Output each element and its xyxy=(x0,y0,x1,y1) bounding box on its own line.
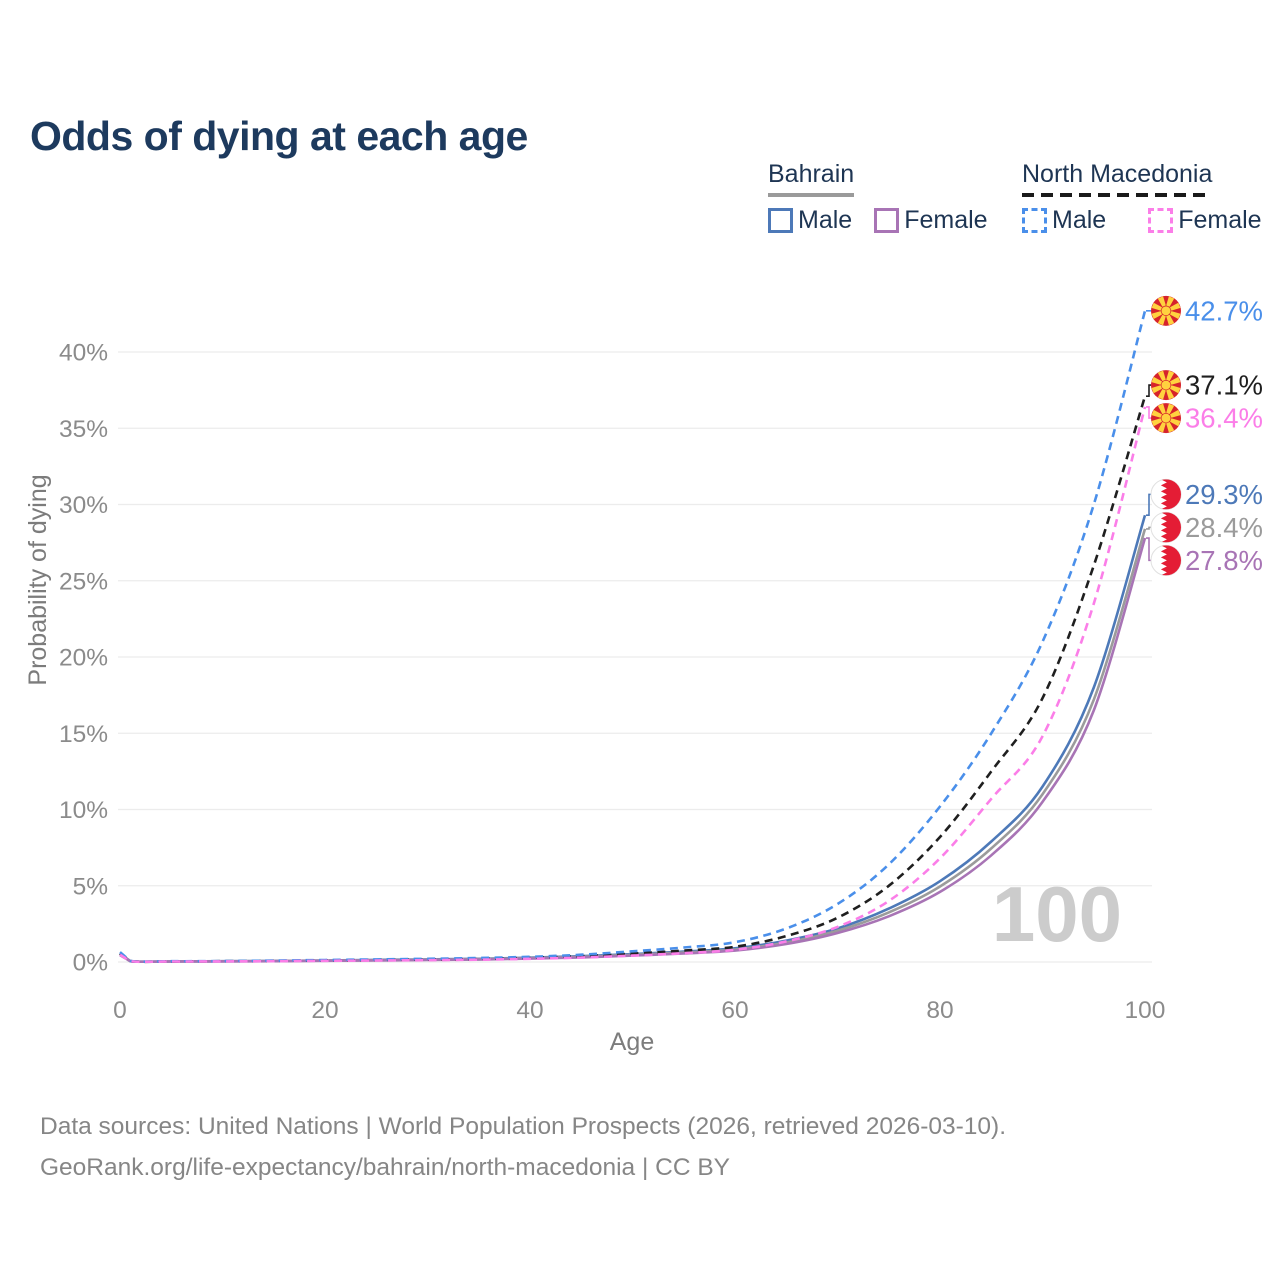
y-tick-label: 10% xyxy=(59,797,108,824)
legend-group-bahrain: Bahrain Male Female xyxy=(768,160,988,235)
north-macedonia-flag-icon xyxy=(1151,403,1181,434)
legend-country-label: North Macedonia xyxy=(1022,160,1213,188)
y-tick-label: 25% xyxy=(59,568,108,595)
y-tick-label: 30% xyxy=(59,492,108,519)
chart-canvas[interactable]: 0% 5% 10% 15% 20% 25% 30% 35% 40% 0 20 40 60 80 100 Age… xyxy=(0,0,1280,1080)
label-leader-line xyxy=(1146,526,1151,530)
end-value-label-north-macedonia-male: 42.7% xyxy=(1185,295,1263,326)
legend-country-underline-dashed xyxy=(1022,193,1213,197)
label-leader-line xyxy=(1146,493,1151,516)
label-leader-line xyxy=(1146,537,1151,562)
y-tick-label: 40% xyxy=(59,340,108,367)
end-value-label-north-macedonia-both-sexes: 37.1% xyxy=(1185,370,1263,401)
north-macedonia-flag-icon xyxy=(1151,295,1181,326)
bahrain-flag-icon xyxy=(1150,478,1182,510)
north-macedonia-flag-icon xyxy=(1151,370,1181,401)
legend-item-north-macedonia-female[interactable]: Female xyxy=(1148,206,1262,235)
y-tick-label: 15% xyxy=(59,721,108,748)
data-source-note: Data sources: United Nations | World Pop… xyxy=(40,1106,1006,1188)
legend-item-label: Female xyxy=(1178,206,1262,234)
x-axis-title: Age xyxy=(610,1028,654,1056)
legend-item-label: Male xyxy=(1052,206,1107,234)
x-tick-label: 100 xyxy=(1125,997,1166,1024)
series-line-north-macedonia-female[interactable] xyxy=(119,406,1147,964)
footer-line-1: Data sources: United Nations | World Pop… xyxy=(40,1113,1007,1140)
line-style-swatch xyxy=(768,208,793,233)
y-tick-label: 35% xyxy=(59,416,108,443)
legend-item-north-macedonia-male[interactable]: Male xyxy=(1022,206,1106,235)
end-value-label-bahrain-male: 29.3% xyxy=(1185,479,1263,510)
end-value-label-bahrain-female: 27.8% xyxy=(1185,545,1263,576)
x-tick-label: 60 xyxy=(721,997,748,1024)
legend-item-label: Female xyxy=(904,206,988,234)
label-leader-line xyxy=(1146,406,1151,419)
series-line-north-macedonia-male[interactable] xyxy=(119,310,1147,964)
legend-country-north-macedonia: North Macedonia xyxy=(1022,160,1213,197)
bahrain-flag-icon xyxy=(1150,511,1182,543)
y-tick-label: 0% xyxy=(73,950,108,977)
x-tick-label: 0 xyxy=(113,997,127,1024)
footer-line-2: GeoRank.org/life-expectancy/bahrain/nort… xyxy=(40,1154,730,1181)
end-value-label-bahrain-both-sexes: 28.4% xyxy=(1185,512,1263,543)
x-tick-label: 40 xyxy=(516,997,543,1024)
end-value-label-north-macedonia-female: 36.4% xyxy=(1185,403,1263,434)
x-tick-label: 80 xyxy=(926,997,953,1024)
legend-country-bahrain: Bahrain xyxy=(768,160,855,197)
legend-country-label: Bahrain xyxy=(768,160,855,188)
age-watermark: 100 xyxy=(992,870,1122,958)
line-style-swatch xyxy=(1022,208,1047,233)
x-tick-label: 20 xyxy=(311,997,338,1024)
bahrain-flag-icon xyxy=(1150,544,1182,576)
legend-item-bahrain-male[interactable]: Male xyxy=(768,206,852,235)
page-title: Odds of dying at each age xyxy=(30,113,528,160)
y-tick-label: 20% xyxy=(59,645,108,672)
line-style-swatch xyxy=(874,208,900,233)
y-axis-title: Probability of dying xyxy=(24,474,52,685)
line-style-swatch xyxy=(1148,208,1174,233)
label-leader-line xyxy=(1146,384,1151,398)
legend-country-underline-solid xyxy=(768,193,855,197)
legend-item-label: Male xyxy=(798,206,853,234)
legend-group-north-macedonia: North Macedonia Male Female xyxy=(1022,160,1262,235)
y-tick-label: 5% xyxy=(73,873,108,900)
legend-item-bahrain-female[interactable]: Female xyxy=(874,206,988,235)
